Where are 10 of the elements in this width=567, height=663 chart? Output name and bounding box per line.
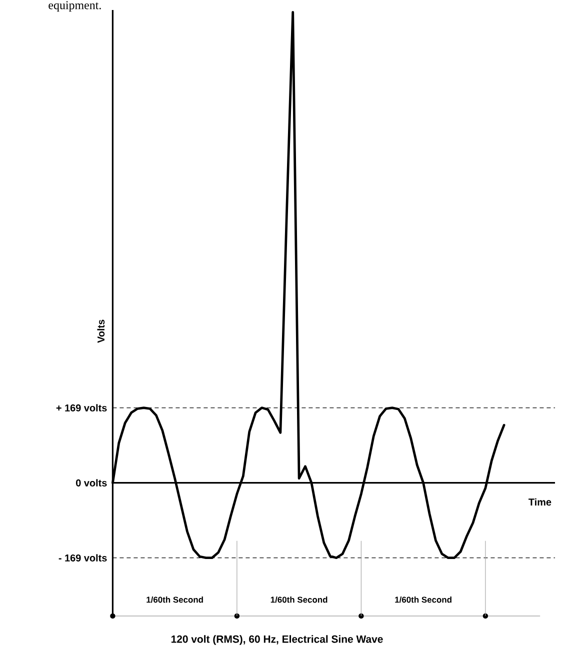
annotation: 1/60th Second (146, 596, 203, 603)
annotation: 1/60th Second (270, 596, 328, 603)
y-tick-label: - 169 volts (58, 554, 107, 562)
chart-subtitle: equipment. (48, 1, 101, 12)
x-axis-title: Time (528, 498, 552, 506)
y-axis-title: Volts (97, 320, 105, 343)
text: 120 volt (RMS), 60 Hz, Electrical Sine Wave (171, 635, 383, 645)
y-tick-label: 0 volts (76, 479, 107, 486)
y-tick-label: + 169 volts (56, 404, 107, 412)
annotation: 1/60th Second (395, 596, 452, 603)
